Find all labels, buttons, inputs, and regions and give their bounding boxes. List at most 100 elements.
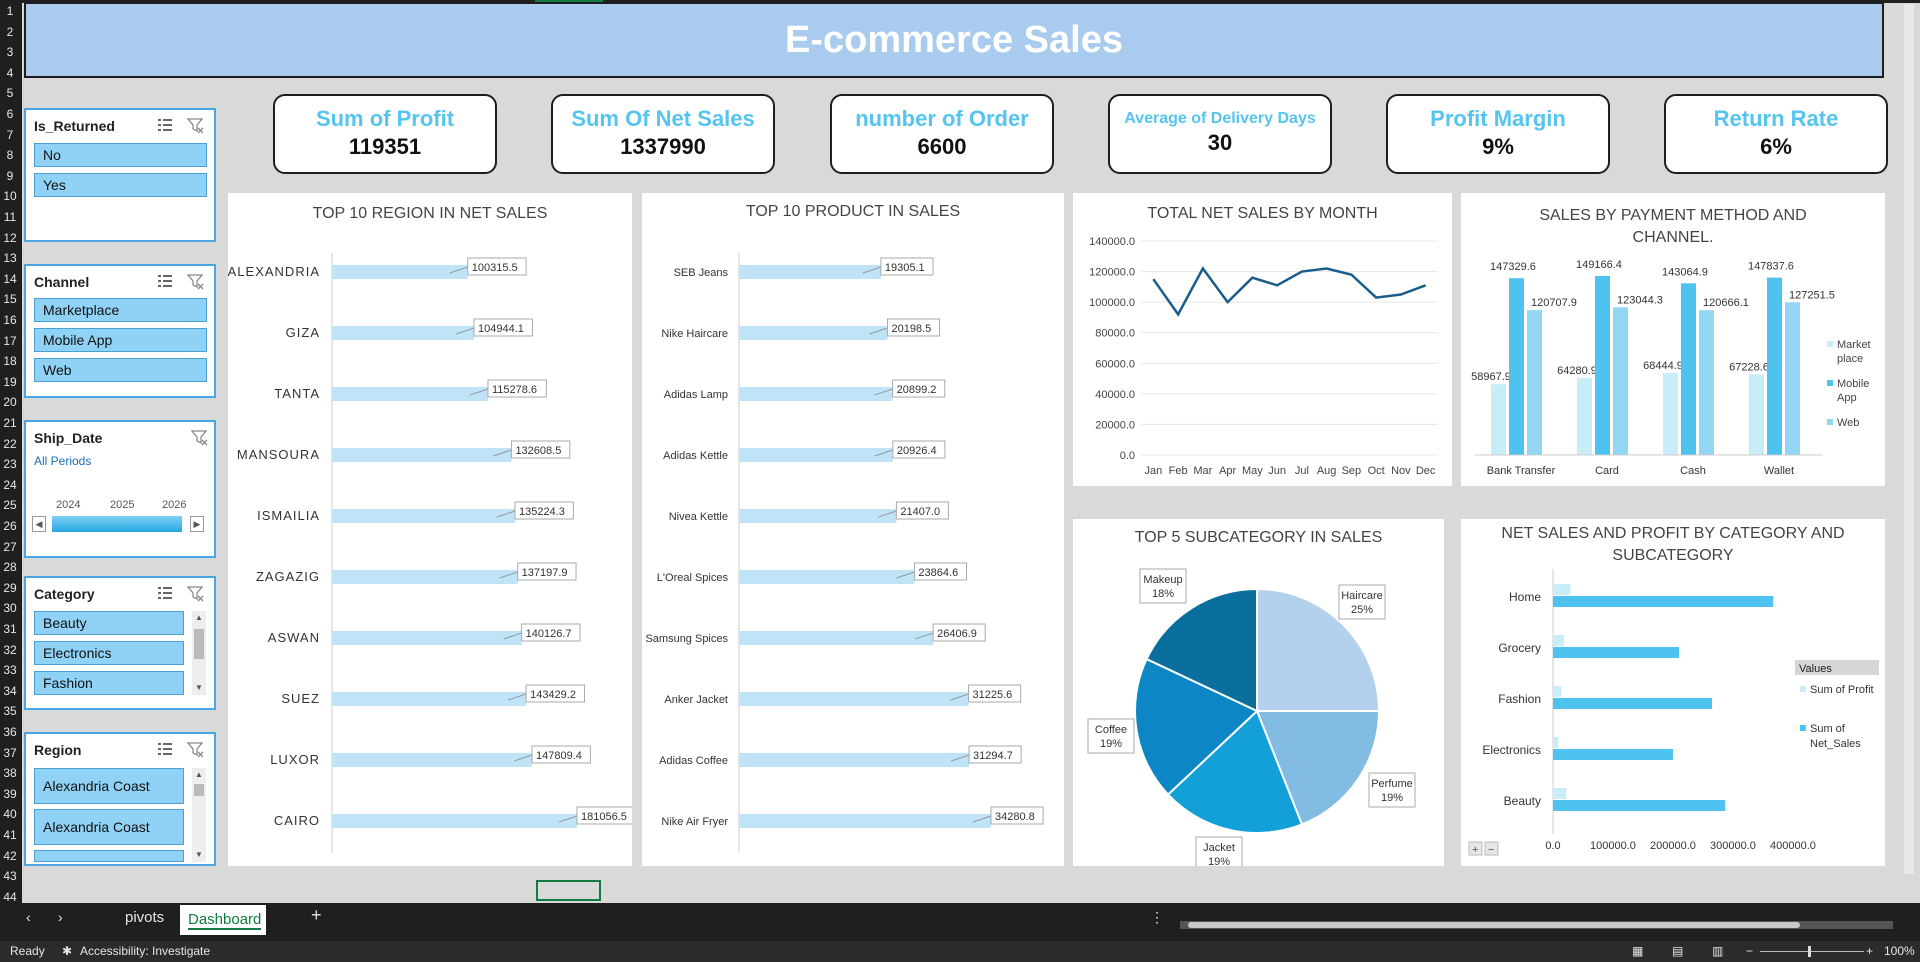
category-label: ALEXANDRIA xyxy=(228,264,320,279)
row-number[interactable]: 12 xyxy=(3,230,17,245)
chart-category-profit[interactable]: NET SALES AND PROFIT BY CATEGORY AND SUB… xyxy=(1461,519,1885,866)
row-number[interactable]: 32 xyxy=(3,642,17,657)
row-number[interactable]: 9 xyxy=(6,168,14,183)
tab-pivots[interactable]: pivots xyxy=(125,909,165,926)
slicer-item-region[interactable]: Alexandria Coast xyxy=(34,809,184,845)
zoom-slider[interactable] xyxy=(1760,946,1864,957)
row-number[interactable]: 18 xyxy=(3,354,17,369)
timeline-scroll-left-icon[interactable]: ◀ xyxy=(32,516,46,532)
row-number[interactable]: 3 xyxy=(6,45,14,60)
slicer-item-beauty[interactable]: Beauty xyxy=(34,611,184,635)
chart-top10-region[interactable]: TOP 10 REGION IN NET SALES ALEXANDRIA 100… xyxy=(228,193,632,866)
row-number[interactable]: 2 xyxy=(6,24,14,39)
row-number[interactable]: 29 xyxy=(3,580,17,595)
slicer-item-no[interactable]: No xyxy=(34,143,207,167)
row-number[interactable]: 4 xyxy=(6,65,14,80)
row-number[interactable]: 44 xyxy=(3,889,17,904)
zoom-out-icon[interactable]: − xyxy=(1746,944,1754,958)
chart-top5-subcategory[interactable]: TOP 5 SUBCATEGORY IN SALES Haircare 25% Pe… xyxy=(1073,519,1444,866)
slicer-item-yes[interactable]: Yes xyxy=(34,173,207,197)
row-number[interactable]: 24 xyxy=(3,477,17,492)
clear-filter-icon[interactable] xyxy=(190,428,208,446)
row-number[interactable]: 13 xyxy=(3,251,17,266)
row-number[interactable]: 39 xyxy=(3,786,17,801)
row-number[interactable]: 37 xyxy=(3,745,17,760)
accessibility-icon[interactable]: ✱ xyxy=(62,944,73,958)
slicer-item-region[interactable]: Alexandria Coast xyxy=(34,768,184,804)
page-layout-icon[interactable]: ▤ xyxy=(1672,944,1684,958)
row-number[interactable]: 27 xyxy=(3,539,17,554)
row-number[interactable]: 20 xyxy=(3,395,17,410)
timeline-ship-date[interactable]: Ship_Date All Periods 2024 2025 2026 ◀ ▶ xyxy=(24,420,216,558)
page-break-icon[interactable]: ▥ xyxy=(1712,944,1724,958)
row-number[interactable]: 36 xyxy=(3,725,17,739)
tab-scroll-prev-icon[interactable]: ‹ xyxy=(26,909,31,925)
slicer-item-fashion[interactable]: Fashion xyxy=(34,671,184,695)
row-number[interactable]: 28 xyxy=(3,560,17,575)
slicer-item-web[interactable]: Web xyxy=(34,358,207,382)
row-number[interactable]: 22 xyxy=(3,436,17,451)
slicer-category[interactable]: Category Beauty Electronics Fashion ▲ ▼ xyxy=(24,576,216,710)
row-number[interactable]: 42 xyxy=(3,848,17,863)
slicer-item-marketplace[interactable]: Marketplace xyxy=(34,298,207,322)
slicer-is-returned[interactable]: Is_Returned No Yes xyxy=(24,108,216,242)
slicer-item-partial[interactable] xyxy=(34,850,184,862)
tab-dashboard[interactable]: Dashboard xyxy=(180,905,266,935)
clear-filter-icon[interactable] xyxy=(186,740,204,758)
row-number[interactable]: 33 xyxy=(3,663,17,678)
clear-filter-icon[interactable] xyxy=(186,272,204,290)
slicer-scrollbar[interactable]: ▲ ▼ xyxy=(192,611,206,695)
slicer-channel[interactable]: Channel Marketplace Mobile App Web xyxy=(24,264,216,398)
options-dots-icon[interactable]: ⋮ xyxy=(1150,909,1164,925)
row-number[interactable]: 11 xyxy=(3,210,17,224)
row-number[interactable]: 14 xyxy=(3,271,17,286)
row-number[interactable]: 19 xyxy=(3,374,17,389)
tab-scroll-next-icon[interactable]: › xyxy=(58,909,63,925)
row-number[interactable]: 31 xyxy=(3,622,17,636)
slicer-item-mobile-app[interactable]: Mobile App xyxy=(34,328,207,352)
selected-cell[interactable] xyxy=(536,880,601,901)
row-number[interactable]: 30 xyxy=(3,601,17,616)
row-number[interactable]: 21 xyxy=(3,416,17,430)
horizontal-scrollbar-track[interactable] xyxy=(1180,921,1893,929)
slicer-region[interactable]: Region Alexandria Coast Alexandria Coast… xyxy=(24,732,216,866)
status-accessibility[interactable]: Accessibility: Investigate xyxy=(80,944,211,958)
slicer-scrollbar[interactable]: ▲ ▼ xyxy=(192,768,206,862)
row-number[interactable]: 8 xyxy=(6,148,14,163)
clear-filter-icon[interactable] xyxy=(186,116,204,134)
chart-payment-channel[interactable]: SALES BY PAYMENT METHOD AND CHANNEL. 589… xyxy=(1461,193,1885,486)
row-number[interactable]: 5 xyxy=(6,86,14,101)
row-number[interactable]: 7 xyxy=(6,127,14,142)
add-sheet-icon[interactable]: + xyxy=(311,905,322,925)
row-number[interactable]: 43 xyxy=(3,869,17,884)
row-number[interactable]: 6 xyxy=(6,107,14,121)
row-number[interactable]: 34 xyxy=(3,683,17,698)
zoom-level[interactable]: 100% xyxy=(1884,944,1915,958)
timeline-bar[interactable] xyxy=(52,516,182,532)
multi-select-icon[interactable] xyxy=(156,740,174,758)
row-number[interactable]: 10 xyxy=(3,189,17,204)
row-number[interactable]: 26 xyxy=(3,519,17,533)
timeline-scroll-right-icon[interactable]: ▶ xyxy=(190,516,204,532)
row-number[interactable]: 23 xyxy=(3,457,17,472)
slicer-item-electronics[interactable]: Electronics xyxy=(34,641,184,665)
row-number[interactable]: 16 xyxy=(3,313,17,327)
zoom-in-icon[interactable]: + xyxy=(1866,944,1874,958)
chart-sales-by-month[interactable]: TOTAL NET SALES BY MONTH 0.0 20000.0 40000… xyxy=(1073,193,1452,486)
row-number[interactable]: 1 xyxy=(6,4,14,18)
row-number[interactable]: 40 xyxy=(3,807,17,822)
row-number[interactable]: 35 xyxy=(3,704,17,719)
row-number[interactable]: 15 xyxy=(3,292,17,307)
multi-select-icon[interactable] xyxy=(156,116,174,134)
row-number[interactable]: 41 xyxy=(3,828,17,842)
chart-top10-product[interactable]: TOP 10 PRODUCT IN SALES SEB Jeans 19305.1… xyxy=(642,193,1064,866)
vertical-scrollbar[interactable] xyxy=(1904,4,1914,874)
horizontal-scrollbar-thumb[interactable] xyxy=(1188,922,1800,928)
multi-select-icon[interactable] xyxy=(156,272,174,290)
row-number[interactable]: 38 xyxy=(3,766,17,781)
row-number[interactable]: 17 xyxy=(3,333,17,348)
row-number[interactable]: 25 xyxy=(3,498,17,513)
normal-view-icon[interactable]: ▦ xyxy=(1632,944,1644,958)
multi-select-icon[interactable] xyxy=(156,584,174,602)
clear-filter-icon[interactable] xyxy=(186,584,204,602)
